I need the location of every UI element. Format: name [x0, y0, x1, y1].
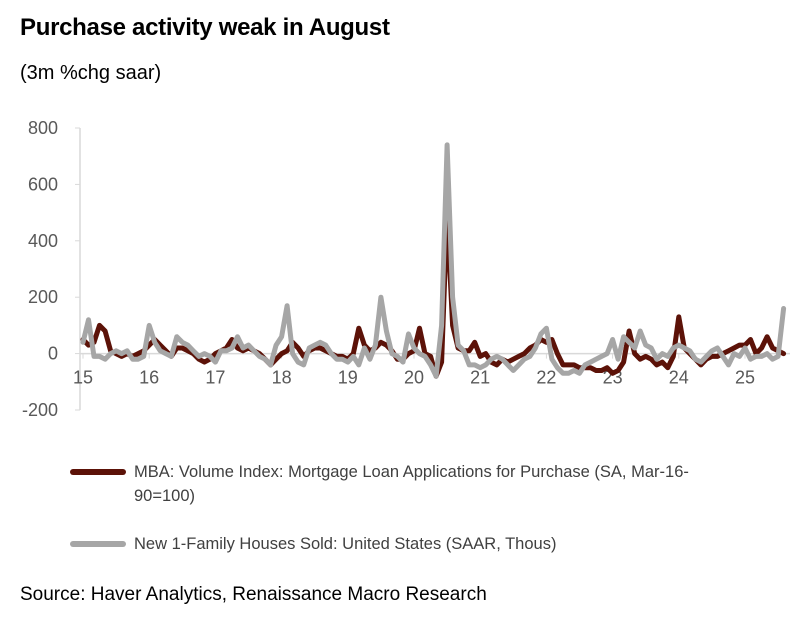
x-tick-label: 22: [536, 368, 556, 388]
source-note: Source: Haver Analytics, Renaissance Mac…: [20, 584, 487, 605]
x-tick-label: 18: [272, 368, 292, 388]
y-tick-label: 800: [28, 118, 58, 138]
legend-label-mba: MBA: Volume Index: Mortgage Loan Applica…: [134, 463, 689, 505]
x-tick-label: 21: [470, 368, 490, 388]
y-tick-label: 600: [28, 174, 58, 194]
x-tick-label: 25: [735, 368, 755, 388]
legend-item-mba: MBA: Volume Index: Mortgage Loan Applica…: [70, 460, 770, 508]
legend-swatch-new-home-sales: [70, 541, 126, 547]
chart-subtitle: (3m %chg saar): [20, 62, 162, 84]
y-tick-label: -200: [22, 400, 58, 420]
x-tick-label: 15: [73, 368, 93, 388]
x-tick-label: 19: [338, 368, 358, 388]
series-line-new-home-sales: [80, 142, 787, 379]
legend-item-new-home-sales: New 1-Family Houses Sold: United States …: [70, 532, 770, 556]
legend-swatch-mba: [70, 469, 126, 475]
x-tick-label: 24: [669, 368, 689, 388]
x-tick-label: 16: [139, 368, 159, 388]
y-tick-label: 200: [28, 287, 58, 307]
x-tick-label: 20: [404, 368, 424, 388]
y-tick-label: 0: [48, 344, 58, 364]
chart-title: Purchase activity weak in August: [20, 14, 390, 41]
legend-label-new-home-sales: New 1-Family Houses Sold: United States …: [134, 535, 557, 553]
series-line-mba: [80, 210, 787, 379]
x-tick-label: 17: [205, 368, 225, 388]
y-tick-label: 400: [28, 231, 58, 251]
